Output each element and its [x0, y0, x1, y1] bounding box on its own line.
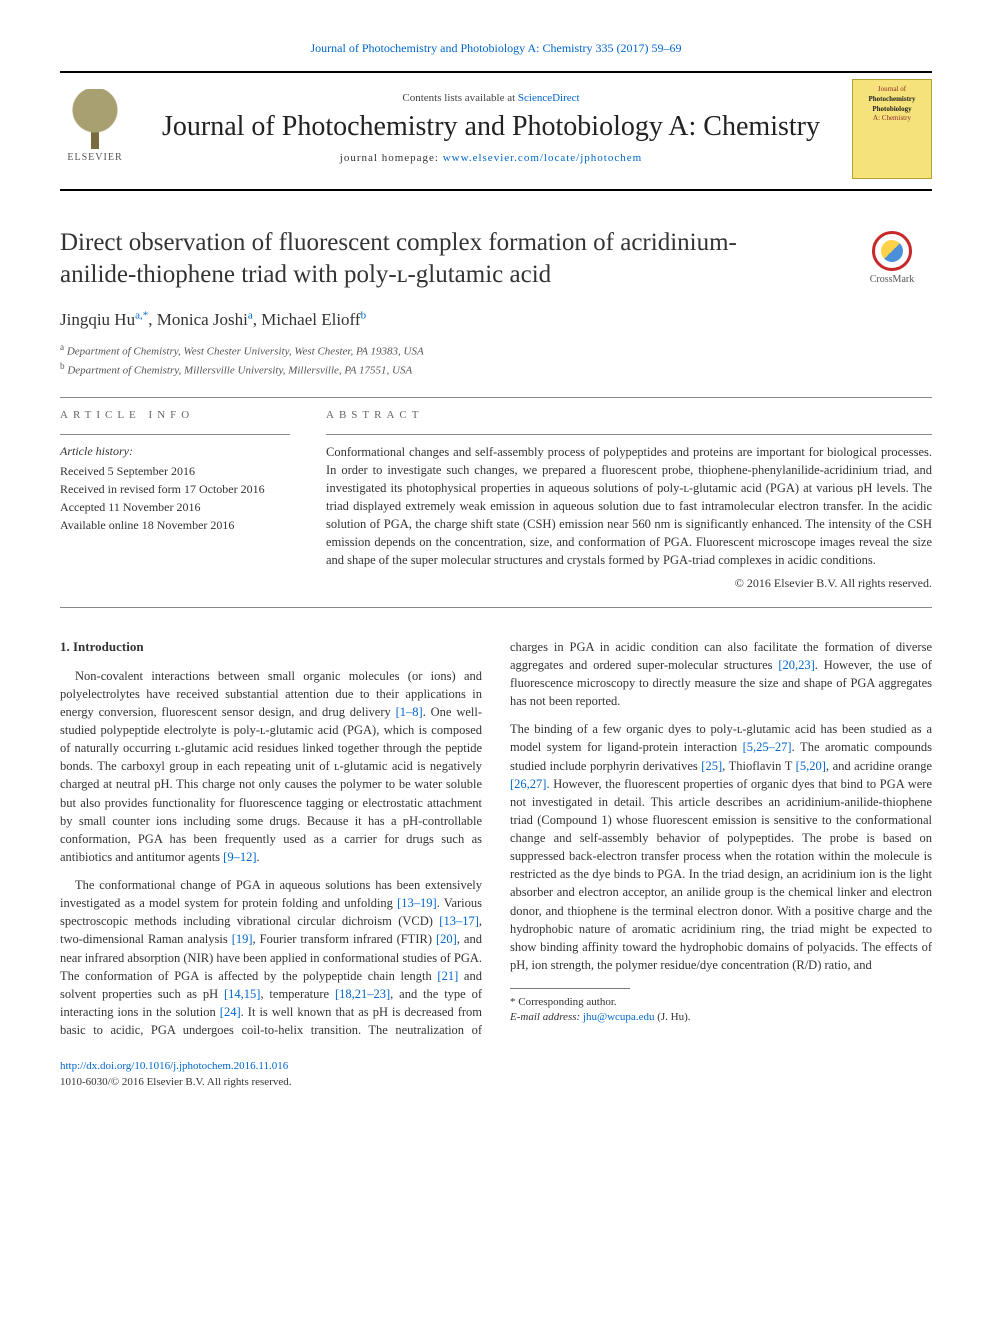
citation-ref[interactable]: [13–17]	[439, 914, 479, 928]
citation-ref[interactable]: [19]	[232, 932, 253, 946]
history-line: Received in revised form 17 October 2016	[60, 480, 290, 498]
citation-ref[interactable]: [24]	[220, 1005, 241, 1019]
issn-copyright-line: 1010-6030/© 2016 Elsevier B.V. All right…	[60, 1075, 932, 1090]
footnote-email-label: E-mail address:	[510, 1011, 583, 1023]
footnote-email[interactable]: jhu@wcupa.edu	[583, 1011, 655, 1023]
homepage-prefix: journal homepage:	[340, 152, 443, 164]
article-info-column: ARTICLE INFO Article history: Received 5…	[60, 408, 290, 593]
crossmark-icon	[872, 231, 912, 271]
crossmark-label: CrossMark	[870, 274, 914, 285]
masthead-center: Contents lists available at ScienceDirec…	[142, 91, 840, 167]
history-line: Available online 18 November 2016	[60, 516, 290, 534]
journal-homepage-line: journal homepage: www.elsevier.com/locat…	[142, 151, 840, 167]
divider	[326, 434, 932, 435]
history-line: Received 5 September 2016	[60, 462, 290, 480]
cover-line: A: Chemistry	[857, 115, 927, 123]
elsevier-logo-text: ELSEVIER	[60, 151, 130, 166]
author-list: Jingqiu Hua,*, Monica Joshia, Michael El…	[60, 308, 932, 333]
running-head: Journal of Photochemistry and Photobiolo…	[60, 40, 932, 57]
section-heading-introduction: 1. Introduction	[60, 638, 482, 657]
citation-ref[interactable]: [20]	[436, 932, 457, 946]
divider	[60, 607, 932, 608]
article-meta-row: ARTICLE INFO Article history: Received 5…	[60, 408, 932, 593]
citation-ref[interactable]: [9–12]	[223, 850, 256, 864]
affiliation: a Department of Chemistry, West Chester …	[60, 341, 932, 360]
citation-ref[interactable]: [14,15]	[224, 987, 260, 1001]
masthead: ELSEVIER Contents lists available at Sci…	[60, 71, 932, 191]
divider	[60, 434, 290, 435]
article-title: Direct observation of fluorescent comple…	[60, 227, 760, 290]
citation-ref[interactable]: [5,20]	[796, 759, 826, 773]
cover-line: Photochemistry	[857, 96, 927, 104]
body-paragraph: The binding of a few organic dyes to pol…	[510, 720, 932, 974]
citation-ref[interactable]: [25]	[701, 759, 722, 773]
elsevier-logo: ELSEVIER	[60, 89, 130, 169]
footnote-email-line: E-mail address: jhu@wcupa.edu (J. Hu).	[510, 1010, 932, 1025]
homepage-url[interactable]: www.elsevier.com/locate/jphotochem	[443, 152, 642, 164]
citation-ref[interactable]: [21]	[437, 969, 458, 983]
citation-ref[interactable]: [26,27]	[510, 777, 546, 791]
affiliation: b Department of Chemistry, Millersville …	[60, 360, 932, 379]
elsevier-tree-icon	[60, 89, 130, 149]
history-line: Accepted 11 November 2016	[60, 498, 290, 516]
divider	[60, 397, 932, 398]
article-header: CrossMark Direct observation of fluoresc…	[60, 227, 932, 378]
citation-ref[interactable]: [5,25–27]	[743, 740, 792, 754]
contents-available-line: Contents lists available at ScienceDirec…	[142, 91, 840, 107]
article-history: Received 5 September 2016Received in rev…	[60, 462, 290, 534]
footnote-email-suffix: (J. Hu).	[654, 1011, 690, 1023]
journal-cover-thumbnail: Journal of Photochemistry Photobiology A…	[852, 79, 932, 179]
doi-block: http://dx.doi.org/10.1016/j.jphotochem.2…	[60, 1059, 932, 1090]
abstract-label: ABSTRACT	[326, 408, 932, 424]
crossmark-icon-inner	[881, 240, 903, 262]
abstract-text: Conformational changes and self-assembly…	[326, 443, 932, 570]
article-history-head: Article history:	[60, 443, 290, 460]
corresponding-author-footnote: * Corresponding author. E-mail address: …	[510, 995, 932, 1026]
footnote-separator	[510, 988, 630, 989]
footnote-corr: * Corresponding author.	[510, 995, 932, 1010]
crossmark-badge[interactable]: CrossMark	[852, 231, 932, 288]
doi-link[interactable]: http://dx.doi.org/10.1016/j.jphotochem.2…	[60, 1060, 288, 1072]
contents-prefix: Contents lists available at	[402, 92, 517, 104]
citation-ref[interactable]: [18,21–23]	[335, 987, 390, 1001]
abstract-copyright: © 2016 Elsevier B.V. All rights reserved…	[326, 575, 932, 592]
citation-ref[interactable]: [1–8]	[396, 705, 423, 719]
article-info-label: ARTICLE INFO	[60, 408, 290, 424]
citation-ref[interactable]: [13–19]	[397, 896, 437, 910]
body-paragraph: Non-covalent interactions between small …	[60, 667, 482, 866]
cover-line: Journal of	[857, 86, 927, 94]
running-head-citation[interactable]: Journal of Photochemistry and Photobiolo…	[311, 41, 682, 55]
cover-line: Photobiology	[857, 106, 927, 114]
citation-ref[interactable]: [20,23]	[778, 658, 814, 672]
article-body: 1. Introduction Non-covalent interaction…	[60, 638, 932, 1039]
affiliation-list: a Department of Chemistry, West Chester …	[60, 341, 932, 379]
abstract-column: ABSTRACT Conformational changes and self…	[326, 408, 932, 593]
sciencedirect-link[interactable]: ScienceDirect	[518, 92, 580, 104]
journal-title: Journal of Photochemistry and Photobiolo…	[142, 111, 840, 143]
